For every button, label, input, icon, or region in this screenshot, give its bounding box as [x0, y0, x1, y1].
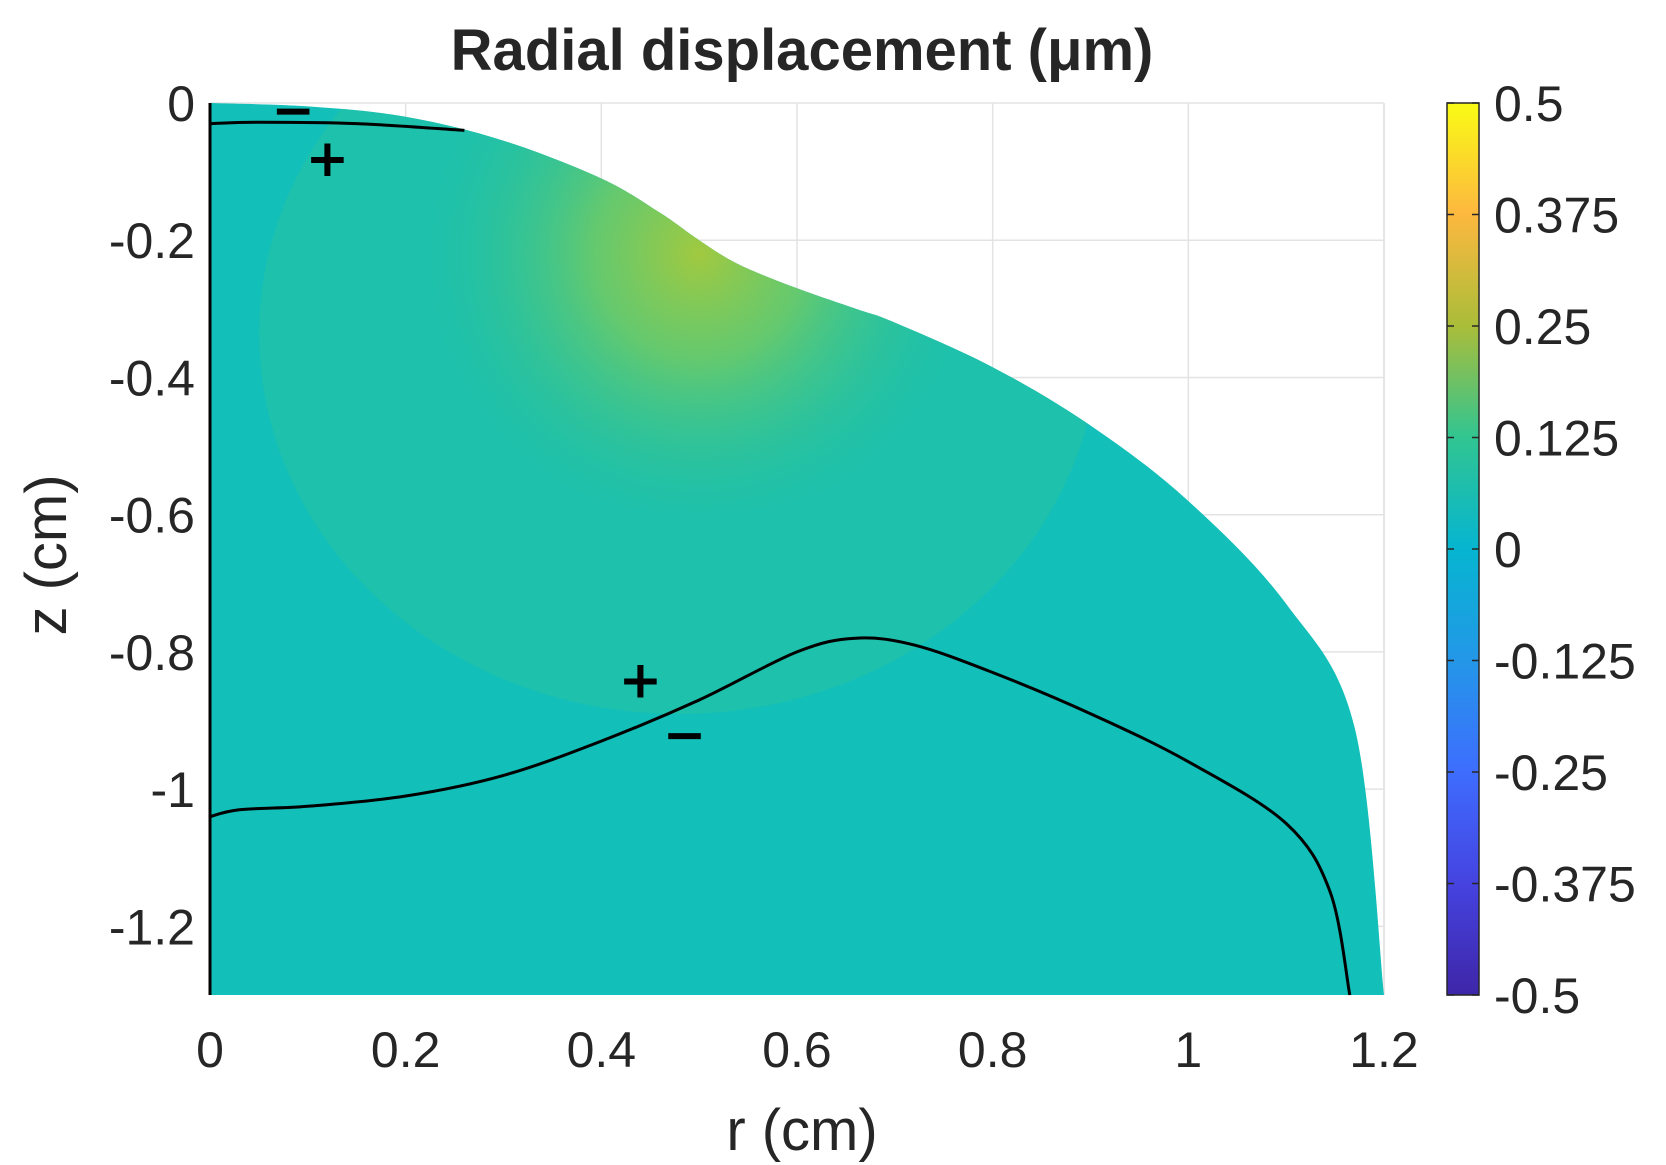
- colorbar-tick-label: 0.375: [1494, 188, 1619, 244]
- y-tick-label: -0.6: [109, 488, 195, 544]
- y-tick-label: 0: [167, 76, 195, 132]
- colorbar-tick-label: -0.125: [1494, 634, 1636, 690]
- colorbar-tick-label: 0: [1494, 522, 1522, 578]
- y-tick-label: -0.8: [109, 625, 195, 681]
- colorbar-tick-label: 0.25: [1494, 299, 1591, 355]
- y-axis-label: z (cm): [14, 474, 79, 635]
- x-tick-label: 1: [1174, 1022, 1202, 1078]
- x-tick-label: 0: [196, 1022, 224, 1078]
- x-tick-label: 1.2: [1349, 1022, 1419, 1078]
- colorbar-tick-label: -0.25: [1494, 745, 1608, 801]
- x-axis-label: r (cm): [726, 1098, 877, 1163]
- sign-annotations: −++−: [271, 81, 706, 765]
- zero-contours: [209, 120, 1352, 996]
- colorbar-ticks: 0.5 0.375 0.25 0.125 0 -0.125 -0.25 -0.375 -0.5: [1447, 76, 1636, 1024]
- sign-annotation: −: [271, 81, 315, 141]
- y-axis-ticks: 0 -0.2 -0.4 -0.6 -0.8 -1 -1.2: [109, 76, 195, 955]
- sign-annotation: +: [619, 650, 663, 710]
- colorbar-tick-label: -0.375: [1494, 857, 1636, 913]
- sign-annotation: +: [306, 129, 350, 189]
- x-tick-label: 0.6: [762, 1022, 832, 1078]
- zero-contour-line: [209, 636, 1352, 996]
- y-tick-label: -1: [151, 762, 195, 818]
- y-tick-label: -1.2: [109, 899, 195, 955]
- x-tick-label: 0.4: [567, 1022, 637, 1078]
- chart-title: Radial displacement (μm): [451, 18, 1154, 83]
- y-tick-label: -0.2: [109, 213, 195, 269]
- zero-contour-line: [209, 120, 465, 132]
- x-tick-label: 0.8: [958, 1022, 1028, 1078]
- x-tick-label: 0.2: [371, 1022, 441, 1078]
- colorbar-tick-label: 0.125: [1494, 411, 1619, 467]
- sign-annotation: −: [663, 705, 707, 765]
- y-tick-label: -0.4: [109, 350, 195, 406]
- x-axis-ticks: 0 0.2 0.4 0.6 0.8 1 1.2: [196, 1022, 1419, 1078]
- colorbar: 0.5 0.375 0.25 0.125 0 -0.125 -0.25 -0.375 -0.5: [1446, 76, 1636, 1024]
- colorbar-tick-label: 0.5: [1494, 76, 1564, 132]
- colorbar-tick-label: -0.5: [1494, 968, 1580, 1024]
